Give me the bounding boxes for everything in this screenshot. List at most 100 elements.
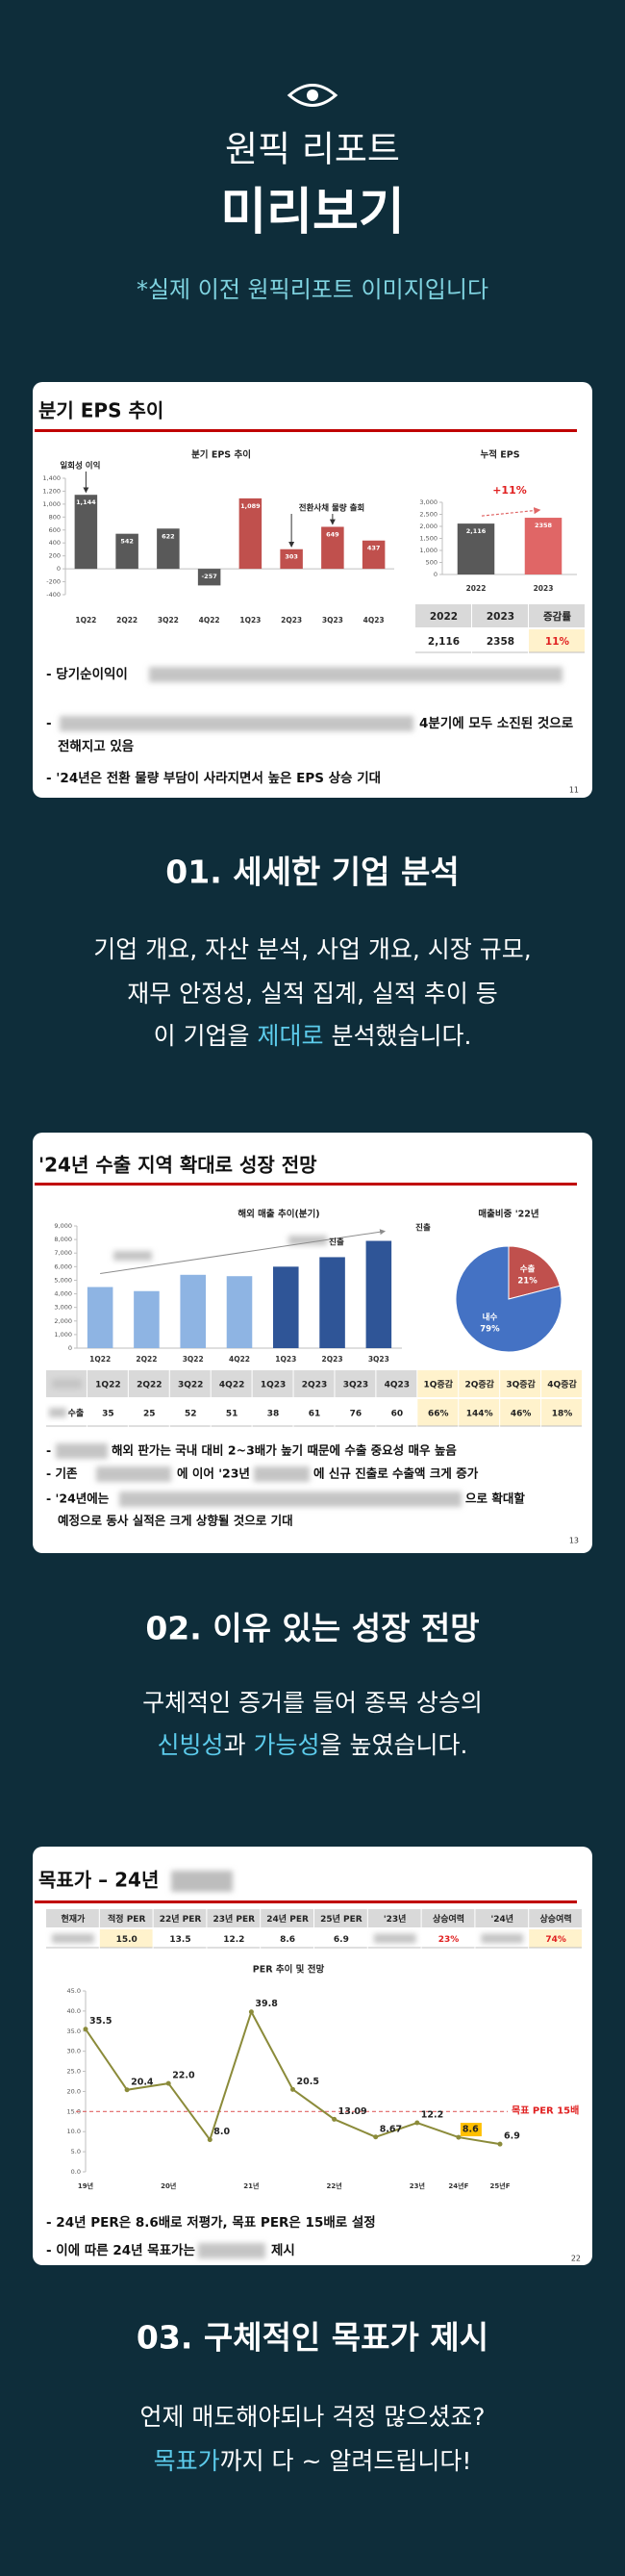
- table-cell: [421, 1909, 475, 1927]
- x-tick-label: 1Q23: [275, 1355, 296, 1364]
- x-tick-label: 4Q22: [199, 616, 220, 625]
- text-segment: 가능성: [254, 1731, 320, 1759]
- bullet-text: - '24년은 전환 물량 부담이 사라지면서 높은 EPS 상승 기대: [46, 770, 381, 786]
- bar: [87, 1287, 113, 1348]
- table-cell: [475, 1909, 529, 1927]
- table-text: 46%: [511, 1410, 532, 1419]
- bullet-text: -: [46, 1443, 51, 1458]
- y-tick-label: 2,500: [419, 511, 438, 519]
- bullet-text: 해외 판가는 국내 대비 2~3배가 높기 때문에 수출 중요성 매우 높음: [112, 1443, 457, 1458]
- data-label: 39.8: [255, 1999, 278, 2009]
- table-cell: [335, 1370, 376, 1397]
- text-segment: 까지 다 ~ 알려드립니다!: [220, 2447, 472, 2475]
- table-cell: [415, 629, 471, 652]
- title-rule: [35, 1183, 577, 1186]
- table-cell: [459, 1399, 500, 1426]
- data-label: 8.0: [213, 2127, 230, 2137]
- table-text: 4Q22: [219, 1381, 244, 1390]
- table-text: '23년: [384, 1913, 407, 1925]
- table-text: 상승여력: [433, 1913, 464, 1925]
- trend-arrow: [100, 1229, 387, 1274]
- x-tick-label: 24년F: [448, 2181, 468, 2190]
- bar: [180, 1274, 206, 1348]
- blurred-text: [119, 1492, 462, 1507]
- line-marker: [373, 2134, 379, 2140]
- bar: [238, 497, 262, 570]
- table-text: 38: [267, 1410, 280, 1419]
- y-tick-label: 500: [426, 559, 438, 567]
- y-tick-label: 1,000: [54, 1331, 72, 1339]
- bar: [362, 540, 386, 570]
- table-text: 35: [102, 1410, 114, 1419]
- table-cell: [252, 1370, 293, 1397]
- slide-title: 목표가 – 24년: [38, 1869, 159, 1892]
- x-tick-label: 1Q22: [75, 616, 96, 625]
- text-segment: 기업 개요, 자산 분석, 사업 개요, 시장 규모,: [93, 935, 531, 963]
- bullet-text: 예정으로 동사 실적은 크게 상향될 것으로 기대: [58, 1514, 293, 1528]
- blurred-text: [288, 1236, 327, 1245]
- line-marker: [290, 2086, 295, 2092]
- table-text: 현재가: [61, 1913, 86, 1925]
- bar: [457, 523, 495, 574]
- table-cell: [87, 1370, 128, 1397]
- text-segment: 언제 매도해야되나 걱정 많으셨죠?: [139, 2403, 485, 2431]
- table-cell: [46, 1909, 99, 1927]
- x-tick-label: 2Q23: [322, 1355, 343, 1364]
- y-tick-label: 1,500: [419, 535, 438, 543]
- table-cell: [87, 1399, 128, 1426]
- y-tick-label: -400: [46, 591, 61, 599]
- table-cell: [529, 629, 585, 652]
- y-tick-label: 8,000: [54, 1236, 72, 1243]
- table-text: 1Q증감: [424, 1379, 454, 1390]
- table-text: 12.2: [223, 1935, 244, 1945]
- table-cell: [367, 1909, 421, 1927]
- table-text: 2Q증감: [464, 1379, 494, 1390]
- table-cell: [421, 1929, 475, 1948]
- slide-card: [33, 1847, 592, 2265]
- target-label: 목표 PER 15배: [512, 2104, 579, 2116]
- data-label: 2358: [535, 522, 553, 529]
- data-label: 649: [326, 530, 339, 538]
- data-label: 12.2: [421, 2110, 443, 2121]
- table-text: 2023: [487, 611, 514, 623]
- pie-value: 21%: [517, 1276, 538, 1286]
- pie-slice: [455, 1245, 562, 1353]
- table-text: 61: [309, 1410, 321, 1419]
- bullet-text: - 당기순이익이: [46, 666, 128, 682]
- data-label: 437: [367, 545, 381, 552]
- y-tick-label: 10.0: [67, 2128, 81, 2135]
- blurred-text: [60, 716, 413, 731]
- section-line: 기업 개요, 자산 분석, 사업 개요, 시장 규모,: [93, 935, 531, 963]
- bar: [365, 1240, 392, 1348]
- text-segment: 과: [224, 1731, 254, 1759]
- annotation: 진출: [415, 1223, 431, 1234]
- data-label: 20.5: [297, 2077, 319, 2087]
- table-text: 144%: [466, 1410, 493, 1419]
- table-text: 52: [185, 1410, 197, 1419]
- table-text: 1Q23: [261, 1381, 286, 1390]
- table-cell: [169, 1399, 211, 1426]
- y-tick-label: 4,000: [54, 1290, 72, 1298]
- y-tick-label: 200: [49, 552, 61, 560]
- table-text: 2022: [430, 611, 458, 623]
- table-text: 25: [143, 1410, 156, 1419]
- annotation: +11%: [492, 484, 527, 497]
- y-tick-label: 5.0: [71, 2148, 81, 2155]
- bar: [157, 528, 180, 570]
- table-text: 8.6: [280, 1935, 295, 1945]
- text-segment: 제대로: [257, 1022, 323, 1050]
- data-label: 8.67: [380, 2124, 402, 2134]
- table-text: 15.0: [116, 1935, 138, 1945]
- data-label: 622: [162, 532, 175, 540]
- table-cell: [153, 1929, 207, 1948]
- text-segment: 분석했습니다.: [324, 1022, 472, 1050]
- line-marker: [207, 2137, 212, 2143]
- x-tick-label: 3Q23: [322, 616, 343, 625]
- table-cell: [472, 604, 528, 627]
- table-text: 2358: [487, 636, 514, 648]
- text-segment: 목표가: [154, 2447, 220, 2475]
- text-segment: 을 높였습니다.: [320, 1731, 468, 1759]
- table-cell: [314, 1929, 367, 1948]
